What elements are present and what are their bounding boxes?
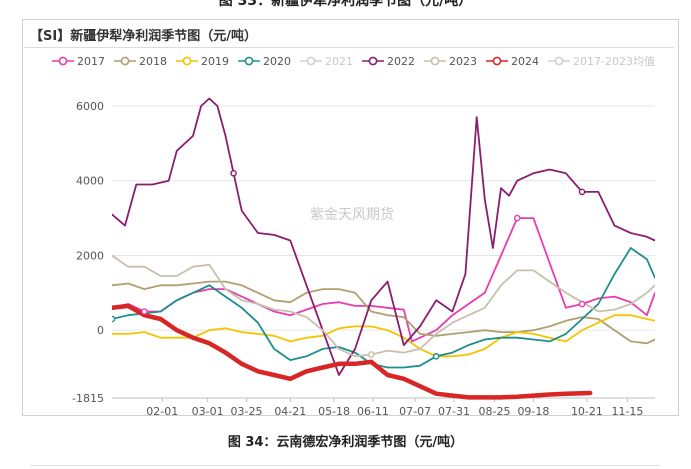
legend-label: 2021 xyxy=(325,54,353,68)
legend-label: 2024 xyxy=(511,54,539,68)
legend-marker-icon xyxy=(486,56,508,66)
legend-marker-icon xyxy=(238,56,260,66)
legend-item-2021[interactable]: 2021 xyxy=(300,55,353,68)
y-tick-label: 0 xyxy=(97,324,104,337)
title-divider xyxy=(24,47,674,48)
legend-marker-icon xyxy=(300,56,322,66)
x-tick-label: 08-25 xyxy=(479,405,511,418)
series-marker-2023 xyxy=(368,351,375,358)
previous-figure-caption-clipped: 图 33：新疆伊犁净利润季节图（元/吨） xyxy=(218,0,473,8)
legend-marker-icon xyxy=(548,56,570,66)
figure-caption: 图 34：云南德宏净利润季节图（元/吨） xyxy=(227,435,464,450)
legend-label: 2019 xyxy=(201,54,229,68)
x-tick-label: 07-31 xyxy=(438,405,470,418)
chart-panel xyxy=(22,19,679,416)
y-tick-label: 4000 xyxy=(76,175,104,188)
legend-label: 2020 xyxy=(263,54,291,68)
series-line-2020 xyxy=(112,247,655,369)
x-tick-label: 05-18 xyxy=(318,405,350,418)
x-tick-label: 10-21 xyxy=(571,405,603,418)
legend-label: 2023 xyxy=(449,54,477,68)
x-tick-label: 03-01 xyxy=(192,405,224,418)
legend-item-2023[interactable]: 2023 xyxy=(424,55,477,68)
series-marker-2017 xyxy=(141,308,148,315)
legend-marker-icon xyxy=(424,56,446,66)
series-line-2019 xyxy=(112,314,655,358)
series-line-2023 xyxy=(112,254,655,358)
bottom-divider xyxy=(30,465,661,466)
x-tick-label: 02-01 xyxy=(146,405,178,418)
series-marker-2017 xyxy=(513,214,521,222)
legend-item-2017-2023均值[interactable]: 2017-2023均值 xyxy=(548,53,655,69)
y-tick-label: -1815 xyxy=(72,392,104,405)
legend-item-2022[interactable]: 2022 xyxy=(362,55,415,68)
series-line-2017 xyxy=(112,217,655,343)
watermark: 紫金天风期货 xyxy=(310,206,394,223)
legend-marker-icon xyxy=(176,56,198,66)
legend-label: 2017 xyxy=(77,54,105,68)
x-tick-label: 06-11 xyxy=(357,405,389,418)
x-tick-label: 11-15 xyxy=(611,405,643,418)
series-marker-2022 xyxy=(230,169,237,177)
legend-marker-icon xyxy=(52,56,74,66)
series-group xyxy=(112,97,655,400)
legend-label: 2022 xyxy=(387,54,415,68)
legend-marker-icon xyxy=(362,56,384,66)
legend-item-2017[interactable]: 2017 xyxy=(52,55,105,68)
series-marker-2017 xyxy=(578,300,586,308)
x-tick-label: 07-07 xyxy=(399,405,431,418)
legend-marker-icon xyxy=(114,56,136,66)
chart-title: 【SI】新疆伊犁净利润季节图（元/吨） xyxy=(30,29,257,44)
legend-item-2019[interactable]: 2019 xyxy=(176,55,229,68)
series-line-2018 xyxy=(112,280,655,345)
x-tick-label: 09-18 xyxy=(517,405,549,418)
legend-item-2020[interactable]: 2020 xyxy=(238,55,291,68)
x-tick-label: 03-25 xyxy=(231,405,263,418)
legend-label: 2018 xyxy=(139,54,167,68)
legend-item-2024[interactable]: 2024 xyxy=(486,55,539,68)
chart-legend: 2017 2018 2019 2020 2021 2022 2023 2024 2017-202… xyxy=(52,53,664,69)
legend-item-2018[interactable]: 2018 xyxy=(114,55,167,68)
series-marker-2020 xyxy=(432,353,440,360)
legend-label: 2017-2023均值 xyxy=(573,55,655,68)
series-line-2024 xyxy=(112,303,593,400)
x-tick-label: 04-21 xyxy=(274,405,306,418)
series-marker-2020 xyxy=(112,315,116,323)
series-marker-2022 xyxy=(578,188,586,196)
y-tick-label: 6000 xyxy=(76,100,104,113)
y-tick-label: 2000 xyxy=(76,249,104,262)
series-line-2022 xyxy=(112,97,655,376)
